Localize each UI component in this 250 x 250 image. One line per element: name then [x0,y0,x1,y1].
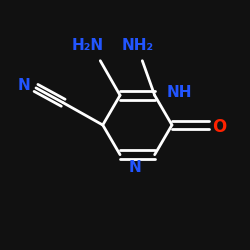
Text: NH₂: NH₂ [121,38,154,54]
Text: NH: NH [167,85,192,100]
Text: H₂N: H₂N [72,38,104,54]
Text: N: N [128,160,141,174]
Text: N: N [17,78,30,93]
Text: O: O [212,118,226,136]
